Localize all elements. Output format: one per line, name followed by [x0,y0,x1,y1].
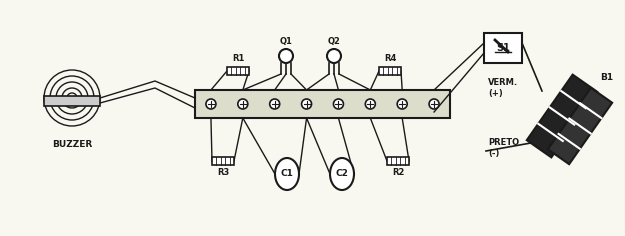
Circle shape [327,49,341,63]
Text: VERM.
(+): VERM. (+) [488,78,518,98]
Bar [387,157,409,165]
Circle shape [279,49,293,63]
Bar [379,67,401,75]
Polygon shape [548,88,612,164]
Text: R4: R4 [384,54,396,63]
Circle shape [365,99,375,109]
Text: PRETO
(-): PRETO (-) [488,138,519,158]
Bar [212,157,234,165]
Circle shape [398,99,408,109]
Text: R1: R1 [232,54,244,63]
Text: R3: R3 [217,168,229,177]
Text: B1: B1 [600,73,613,83]
Text: C2: C2 [336,169,349,178]
Text: C1: C1 [281,169,294,178]
Ellipse shape [330,158,354,190]
Circle shape [206,99,216,109]
Circle shape [302,99,311,109]
Circle shape [334,99,344,109]
Text: R2: R2 [392,168,404,177]
Circle shape [270,99,280,109]
Text: Q2: Q2 [328,37,341,46]
Polygon shape [527,75,598,157]
Bar [227,67,249,75]
Bar [484,33,522,63]
Circle shape [238,99,248,109]
Circle shape [429,99,439,109]
Text: S1: S1 [496,43,510,53]
Text: Q1: Q1 [279,37,292,46]
Text: BUZZER: BUZZER [52,140,92,149]
Bar [195,90,450,118]
Bar [44,96,100,106]
Ellipse shape [275,158,299,190]
